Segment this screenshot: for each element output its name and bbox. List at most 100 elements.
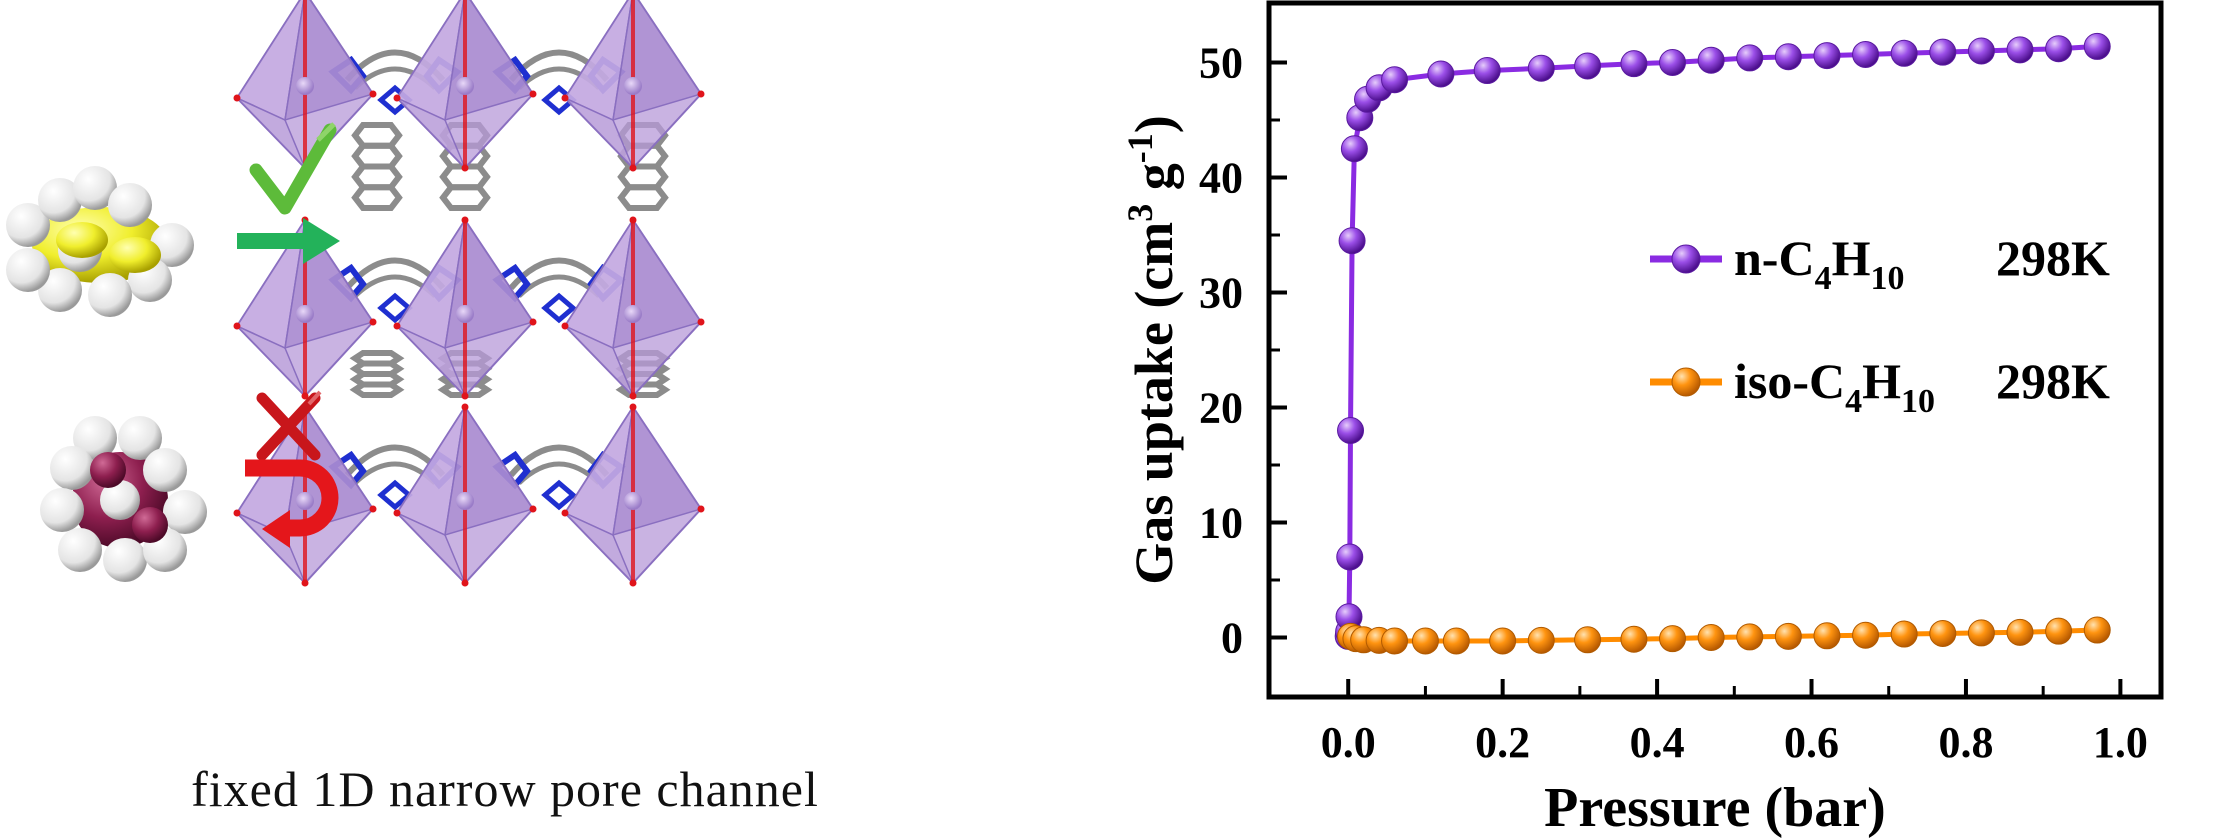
legend-label-iso-butane: iso-C4H10 — [1734, 353, 1935, 420]
triazole-ring — [541, 292, 577, 324]
data-point-n-butane — [1337, 417, 1365, 444]
hydrogen-atom — [73, 166, 117, 210]
y-tick-label: 50 — [1199, 39, 1243, 88]
octahedron-face — [236, 97, 306, 169]
data-point-n-butane — [1697, 46, 1725, 74]
legend-entry-n-butane: n-C4H10 298K — [1650, 230, 2110, 297]
octahedron-face — [236, 512, 306, 584]
carbon-atom — [90, 452, 126, 488]
hydrogen-atom — [88, 273, 132, 317]
reject-cross-icon — [256, 390, 322, 461]
oxygen-atom — [461, 216, 469, 224]
carbon-atom — [132, 507, 168, 543]
data-point-n-butane — [1574, 52, 1602, 80]
metal-octahedron — [561, 0, 705, 172]
data-point-n-butane — [1340, 135, 1368, 163]
data-point-iso-butane — [1381, 627, 1409, 655]
data-point-iso-butane — [1527, 626, 1555, 654]
oxygen-atom — [629, 216, 637, 224]
linker-ring — [615, 381, 671, 398]
data-point-iso-butane — [1929, 619, 1957, 647]
plot-frame — [1266, 0, 2164, 700]
data-point-n-butane — [1967, 37, 1995, 65]
hydrogen-atom — [38, 268, 82, 312]
linker-ring — [617, 163, 669, 191]
linker-ring — [351, 184, 403, 211]
vertical-linker — [351, 122, 403, 211]
hydrogen-atom — [108, 183, 152, 227]
metal-center — [456, 77, 474, 95]
oxygen-atom — [629, 403, 637, 411]
legend-entry-iso-butane: iso-C4H10 298K — [1650, 353, 2110, 420]
metal-octahedron — [233, 216, 377, 400]
linker-ring — [437, 381, 493, 398]
data-point-n-butane — [2006, 36, 2034, 64]
data-point-iso-butane — [1852, 621, 1880, 649]
metal-center — [296, 77, 314, 95]
data-point-iso-butane — [2083, 616, 2111, 644]
x-axis-ticks: 0.0 0.2 0.4 0.6 0.8 1.0 — [1321, 679, 2148, 767]
octahedron-face — [396, 512, 466, 584]
metal-octahedra — [233, 0, 705, 587]
x-tick-label: 0.2 — [1475, 718, 1530, 767]
oxygen-atom — [301, 579, 309, 587]
hydrogen-atom — [73, 416, 117, 460]
oxygen-atom — [461, 579, 469, 587]
oxygen-atom — [629, 579, 637, 587]
data-point-n-butane — [1659, 49, 1687, 76]
x-tick-label: 0.8 — [1938, 718, 1993, 767]
metal-octahedron — [233, 0, 377, 172]
isotherm-chart: 0.0 0.2 0.4 0.6 0.8 1.0 0 10 20 30 40 50 Pressure … — [1120, 0, 2164, 838]
octahedron-face — [236, 325, 306, 397]
metal-center — [624, 77, 642, 95]
data-point-iso-butane — [1659, 625, 1687, 653]
data-point-n-butane — [1336, 543, 1364, 571]
oxygen-atom — [233, 509, 241, 517]
metal-center — [296, 305, 314, 323]
y-tick-label: 20 — [1199, 384, 1243, 433]
linker-ring — [351, 163, 403, 191]
data-point-iso-butane — [1489, 627, 1517, 655]
oxygen-atom — [529, 505, 537, 513]
data-point-n-butane — [1473, 57, 1501, 85]
hydrogen-atom — [143, 448, 187, 492]
y-tick-label: 0 — [1221, 614, 1243, 663]
x-tick-label: 0.6 — [1784, 718, 1839, 767]
oxygen-atom — [561, 94, 569, 102]
oxygen-atom — [697, 90, 705, 98]
framework-caption: fixed 1D narrow pore channel — [191, 761, 819, 817]
metal-center — [624, 305, 642, 323]
data-point-iso-butane — [1774, 622, 1802, 650]
data-point-n-butane — [1620, 50, 1648, 78]
oxygen-atom — [629, 164, 637, 172]
n-butane-molecule-icon — [6, 166, 194, 317]
hydrogen-atom — [38, 178, 82, 222]
y-axis-label: Gas uptake (cm3 g-1) — [1120, 115, 1184, 584]
series-layer — [1334, 32, 2111, 655]
oxygen-atom — [393, 94, 401, 102]
data-point-iso-butane — [1736, 623, 1764, 651]
octahedron-face — [396, 325, 466, 397]
y-axis-ticks: 0 10 20 30 40 50 — [1199, 39, 1287, 663]
y-tick-label: 40 — [1199, 154, 1243, 203]
accept-arrow-icon — [237, 218, 340, 264]
oxygen-atom — [301, 392, 309, 400]
linker-ring — [439, 184, 491, 211]
data-point-iso-butane — [1411, 627, 1439, 655]
x-tick-label: 1.0 — [2093, 718, 2148, 767]
oxygen-atom — [369, 505, 377, 513]
legend-label-n-butane: n-C4H10 — [1734, 230, 1904, 297]
legend-marker-iso-butane — [1671, 367, 1701, 397]
data-point-n-butane — [1929, 38, 1957, 66]
data-point-iso-butane — [1697, 624, 1725, 651]
oxygen-atom — [697, 505, 705, 513]
data-point-iso-butane — [2045, 617, 2073, 645]
carbon-atom — [109, 237, 161, 273]
data-point-iso-butane — [1574, 626, 1602, 654]
hydrogen-atom — [118, 416, 162, 460]
metal-octahedron — [561, 216, 705, 400]
data-point-n-butane — [1813, 42, 1841, 70]
triazole-ring — [541, 479, 577, 511]
data-point-iso-butane — [1620, 625, 1648, 653]
data-point-n-butane — [1852, 40, 1880, 68]
